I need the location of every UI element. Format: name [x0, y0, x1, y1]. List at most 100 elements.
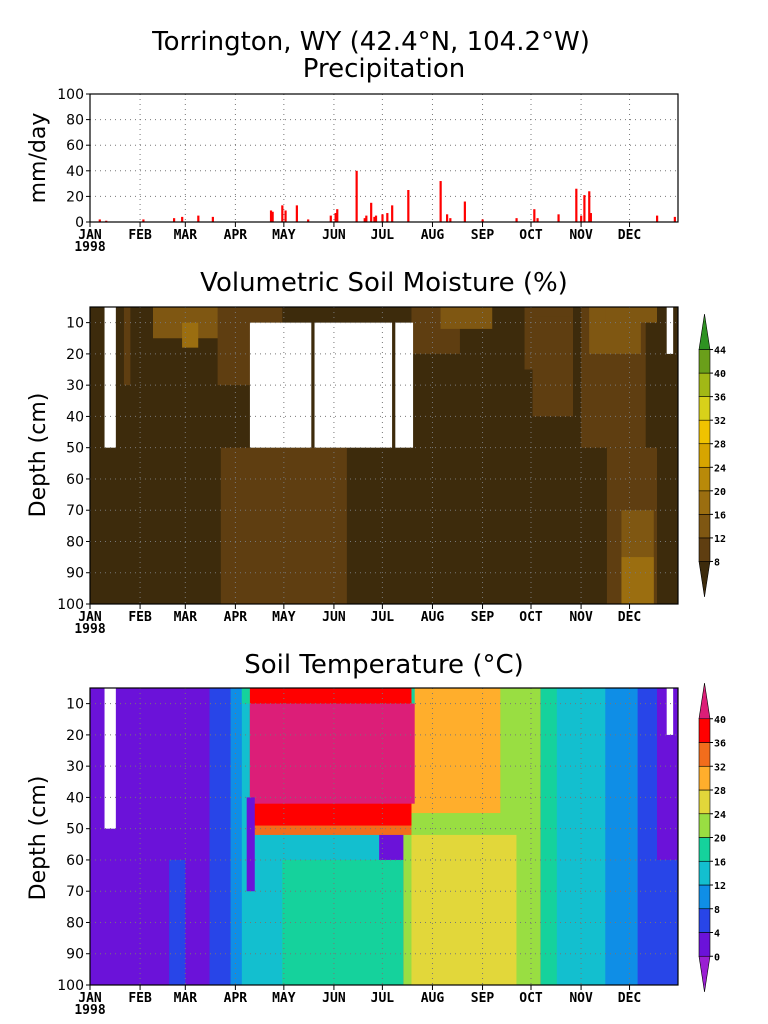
temperature-field-region [246, 797, 255, 892]
temperature-y-tick-label: 90 [66, 947, 84, 963]
moisture-missing-data [666, 307, 674, 354]
precip-bar [269, 210, 273, 222]
temperature-month-label: JUL [371, 991, 395, 1006]
temperature-field-region [411, 688, 501, 814]
moisture-month-label: OCT [519, 610, 543, 625]
temperature-colorbar: 0 4 8 12 16 20 24 28 32 36 40 [698, 682, 726, 993]
moisture-colorbar: 8 12 16 20 24 28 32 36 40 44 [698, 313, 726, 598]
temperature-y-tick-label: 50 [66, 822, 84, 838]
moisture-field-region [440, 307, 493, 329]
moisture-month-label: MAY [272, 610, 296, 625]
moisture-field-region [123, 307, 131, 386]
moisture-month-label: JUN [322, 610, 346, 625]
temperature-colorbar-label: 36 [714, 739, 726, 750]
temperature-month-label: JUN [322, 991, 346, 1006]
precip-bar [334, 213, 337, 222]
moisture-y-tick-label: 60 [66, 472, 84, 488]
precip-bar [446, 214, 449, 222]
temperature-field-region [249, 703, 415, 804]
temperature-month-label: DEC [618, 991, 641, 1006]
temperature-colorbar-swatch [698, 682, 711, 720]
precip-bar [449, 218, 452, 222]
precip-bar [463, 201, 466, 222]
temperature-colorbar-swatch [698, 884, 711, 910]
moisture-y-tick-label: 50 [66, 441, 84, 457]
temperature-colorbar-label: 24 [714, 810, 726, 821]
temperature-month-label: MAR [174, 991, 198, 1006]
moisture-y-tick-label: 10 [66, 316, 84, 332]
temperature-colorbar-swatch [698, 813, 711, 838]
precip-bar [589, 213, 592, 222]
precip-bar [271, 211, 274, 222]
moisture-colorbar-label: 24 [714, 463, 726, 474]
temperature-plot-frame [89, 687, 679, 986]
precip-bar [557, 214, 560, 222]
moisture-colorbar-swatch [698, 372, 711, 397]
precip-month-label: SEP [471, 228, 495, 243]
moisture-missing-data [314, 322, 393, 448]
precip-bar [281, 205, 284, 222]
precip-bar [407, 190, 410, 222]
temperature-colorbar-label: 20 [714, 834, 726, 845]
moisture-title: Volumetric Soil Moisture (%) [200, 268, 568, 298]
temperature-colorbar-label: 28 [714, 786, 726, 797]
temperature-colorbar-swatch [698, 718, 711, 743]
temperature-missing-data [666, 688, 674, 735]
precip-month-label: OCT [519, 228, 543, 243]
temperature-colorbar-label: 32 [714, 762, 726, 773]
precip-plot-area [90, 94, 678, 222]
moisture-colorbar-label: 36 [714, 393, 726, 404]
moisture-month-label: MAR [174, 610, 198, 625]
temperature-colorbar-swatch [698, 765, 711, 791]
temperature-field-region [169, 859, 186, 985]
temperature-colorbar-swatch [698, 789, 711, 815]
moisture-month-label: APR [224, 610, 248, 625]
precip-bar [363, 218, 366, 222]
temperature-month-label: NOV [569, 991, 593, 1006]
precip-bar [575, 188, 578, 222]
precip-month-label: DEC [618, 228, 641, 243]
precipitation-chart: 0 20 40 60 80 100 JAN FEB MAR APR MAY JUN JUL AUG SEP O… [57, 87, 679, 255]
moisture-y-tick-label: 100 [57, 597, 84, 613]
temperature-colorbar-swatch [698, 742, 711, 767]
precip-month-label: AUG [421, 228, 445, 243]
precip-bar [211, 216, 214, 222]
temperature-colorbar-label: 40 [714, 715, 726, 726]
moisture-field-region [605, 307, 657, 323]
moisture-y-tick-label: 40 [66, 409, 84, 425]
precip-month-label: APR [224, 228, 248, 243]
precip-y-axis-label: mm/day [26, 113, 51, 204]
precip-bar [142, 219, 145, 222]
precip-bar [329, 215, 332, 222]
moisture-colorbar-label: 12 [714, 534, 726, 545]
precip-month-label: NOV [569, 228, 593, 243]
temperature-month-label: FEB [128, 991, 152, 1006]
precip-year-label: 1998 [74, 240, 105, 255]
precip-bar [439, 181, 442, 222]
precip-bar [295, 205, 298, 222]
figure-title: Torrington, WY (42.4°N, 104.2°W) [151, 27, 590, 57]
precip-bar [536, 218, 539, 222]
moisture-year-label: 1998 [74, 622, 105, 637]
precip-bar [105, 220, 108, 222]
moisture-colorbar-label: 8 [714, 557, 720, 568]
moisture-colorbar-swatch [698, 396, 711, 421]
precip-month-label: FEB [128, 228, 152, 243]
precip-bar [373, 216, 376, 222]
precip-bar [307, 219, 310, 222]
temperature-y-tick-label: 80 [66, 915, 84, 931]
precip-bar [365, 215, 368, 222]
moisture-missing-data [395, 322, 414, 448]
precip-bar [374, 215, 378, 222]
precip-bar [370, 202, 373, 222]
precip-bar [515, 218, 518, 222]
moisture-month-label: SEP [471, 610, 495, 625]
precip-y-tick-label: 60 [66, 138, 84, 154]
temperature-missing-data [104, 688, 116, 829]
moisture-month-label: JUL [371, 610, 395, 625]
moisture-colorbar-label: 32 [714, 416, 726, 427]
moisture-missing-data [104, 307, 116, 448]
precip-bar [386, 213, 389, 222]
